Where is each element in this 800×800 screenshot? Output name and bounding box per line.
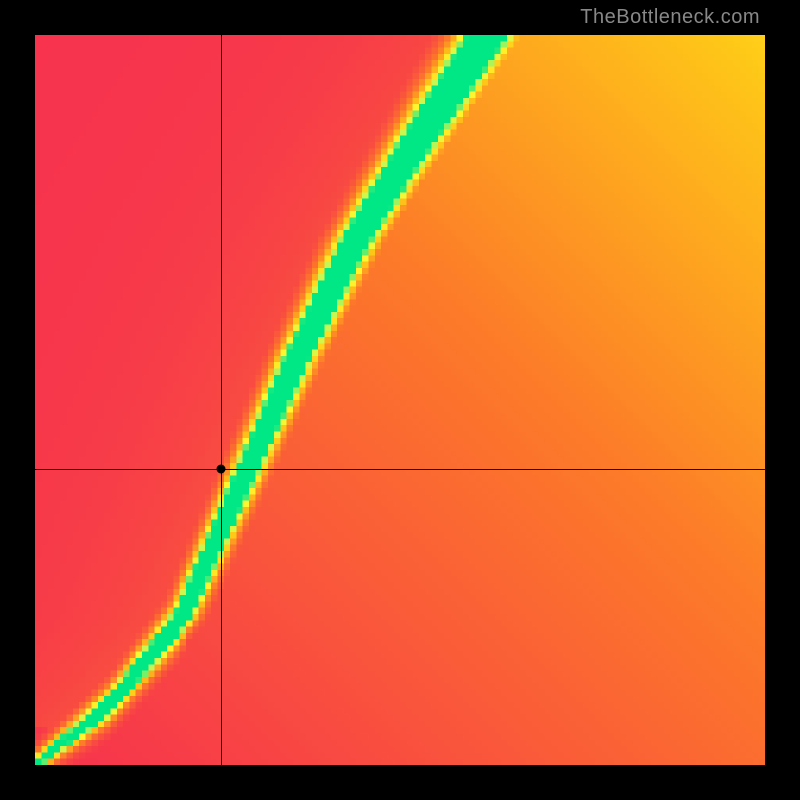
heatmap-plot [35,35,765,765]
heatmap-canvas [35,35,765,765]
watermark-label: TheBottleneck.com [580,6,760,29]
